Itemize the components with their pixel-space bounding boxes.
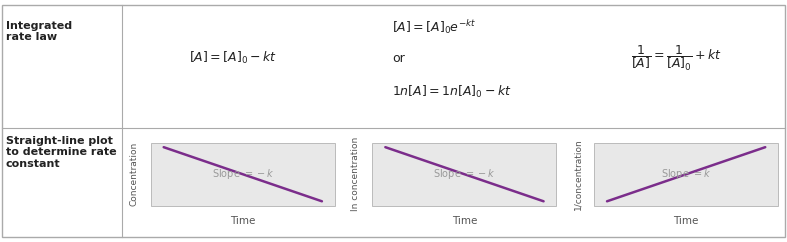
- Text: $\dfrac{1}{[A]} = \dfrac{1}{[A]_0} + kt$: $\dfrac{1}{[A]} = \dfrac{1}{[A]_0} + kt$: [630, 44, 722, 73]
- Text: Integrated
rate law: Integrated rate law: [6, 21, 72, 42]
- Text: $[A] = [A]_0 - kt$: $[A] = [A]_0 - kt$: [189, 50, 277, 66]
- Text: ln concentration: ln concentration: [352, 137, 360, 211]
- FancyBboxPatch shape: [372, 143, 556, 206]
- Text: Concentration: Concentration: [130, 142, 139, 206]
- Text: Time: Time: [230, 216, 256, 227]
- Text: $[A] = [A]_0 e^{-kt}$: $[A] = [A]_0 e^{-kt}$: [393, 18, 477, 36]
- Text: Time: Time: [674, 216, 699, 227]
- Text: Slope $= -k$: Slope $= -k$: [212, 167, 274, 181]
- Text: Time: Time: [452, 216, 477, 227]
- FancyBboxPatch shape: [2, 5, 785, 237]
- Text: $1n[A] = 1n[A]_0 - kt$: $1n[A] = 1n[A]_0 - kt$: [393, 84, 512, 100]
- FancyBboxPatch shape: [594, 143, 778, 206]
- FancyBboxPatch shape: [151, 143, 334, 206]
- Text: or: or: [393, 52, 405, 65]
- Text: Straight-line plot
to determine rate
constant: Straight-line plot to determine rate con…: [6, 136, 116, 169]
- Text: Slope $= k$: Slope $= k$: [661, 167, 711, 181]
- Text: 1/concentration: 1/concentration: [573, 138, 582, 210]
- Text: Slope $= -k$: Slope $= -k$: [434, 167, 496, 181]
